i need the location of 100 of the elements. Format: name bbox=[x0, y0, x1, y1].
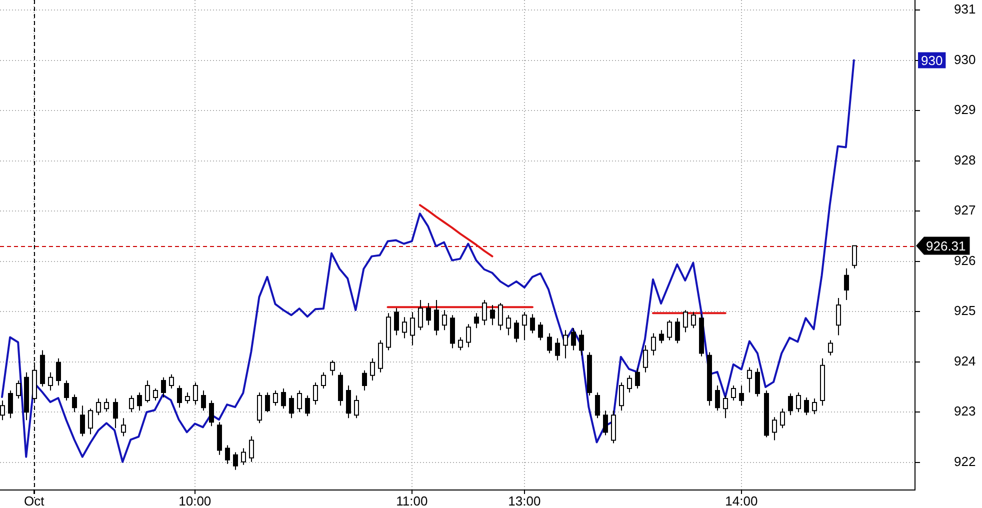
candlestick bbox=[418, 300, 423, 331]
candlestick bbox=[281, 388, 286, 410]
candlestick bbox=[530, 314, 535, 334]
candlestick bbox=[56, 358, 61, 386]
candlestick bbox=[635, 368, 640, 389]
candlestick bbox=[225, 444, 230, 464]
x-tick-label: 13:00 bbox=[508, 493, 541, 508]
candlestick bbox=[402, 316, 407, 339]
x-tick-label: 14:00 bbox=[725, 493, 758, 508]
candlestick bbox=[788, 393, 793, 416]
candlestick bbox=[514, 320, 519, 343]
candlestick bbox=[675, 318, 680, 344]
candlestick bbox=[731, 384, 736, 402]
candlestick bbox=[426, 302, 431, 326]
candlestick bbox=[506, 314, 511, 336]
candlestick bbox=[80, 405, 85, 437]
candlestick bbox=[619, 382, 624, 412]
y-tick-label: 927 bbox=[954, 202, 976, 218]
candlestick bbox=[482, 300, 487, 326]
candlestick bbox=[185, 392, 190, 404]
candlestick bbox=[434, 300, 439, 336]
candlestick bbox=[498, 302, 503, 331]
candlestick bbox=[169, 374, 174, 389]
y-tick-label: 931 bbox=[954, 2, 976, 17]
candlestick bbox=[370, 358, 375, 381]
candlestick bbox=[96, 398, 101, 416]
candlestick bbox=[321, 372, 326, 389]
candlestick bbox=[547, 332, 552, 354]
candlestick bbox=[121, 418, 126, 437]
candlestick bbox=[522, 312, 527, 341]
candlestick bbox=[297, 390, 302, 413]
candlestick bbox=[555, 338, 560, 361]
candlestick bbox=[739, 384, 744, 406]
candlestick bbox=[201, 390, 206, 412]
candlestick bbox=[571, 328, 576, 351]
y-tick-label: 929 bbox=[954, 102, 976, 118]
candlestick bbox=[273, 390, 278, 406]
candlestick bbox=[844, 268, 849, 301]
candlestick bbox=[747, 366, 752, 394]
candlestick bbox=[579, 330, 584, 356]
candlestick bbox=[627, 374, 632, 394]
candlestick bbox=[289, 395, 294, 419]
candlestick bbox=[362, 370, 367, 391]
text: 930 bbox=[921, 52, 943, 68]
candlestick bbox=[305, 395, 310, 417]
candlestick bbox=[772, 416, 777, 441]
candlestick bbox=[723, 395, 728, 419]
candlestick bbox=[643, 344, 648, 373]
y-tick-label: 926 bbox=[954, 252, 976, 268]
candlestick bbox=[137, 392, 142, 412]
x-tick-label: 10:00 bbox=[178, 493, 212, 508]
candlestick bbox=[16, 380, 21, 400]
candlestick bbox=[410, 312, 415, 346]
candlestick bbox=[659, 330, 664, 344]
y-tick-label: 923 bbox=[954, 404, 976, 419]
candlestick bbox=[796, 392, 801, 413]
candlestick bbox=[233, 452, 238, 470]
candlestick bbox=[64, 380, 69, 402]
candlestick bbox=[145, 380, 150, 404]
candlestick bbox=[394, 308, 399, 336]
candlestick bbox=[48, 372, 53, 391]
x-tick-label: 11:00 bbox=[396, 493, 428, 508]
candlestick bbox=[104, 398, 109, 412]
candlestick bbox=[8, 390, 13, 419]
candlestick bbox=[129, 395, 134, 413]
y-tick-label: 928 bbox=[954, 152, 976, 168]
candlestick bbox=[209, 400, 214, 427]
candlestick bbox=[780, 408, 785, 429]
candlestick bbox=[249, 436, 254, 462]
candlestick bbox=[177, 384, 182, 408]
candlestick bbox=[442, 310, 447, 331]
candlestick bbox=[313, 382, 318, 406]
candlestick bbox=[161, 376, 166, 398]
candlestick bbox=[0, 400, 5, 421]
candlestick bbox=[330, 360, 335, 376]
y-tick-label: 922 bbox=[954, 454, 976, 469]
candlestick bbox=[466, 324, 471, 348]
candlestick bbox=[265, 392, 270, 413]
candlestick bbox=[812, 398, 817, 415]
ref-line-label: 926.31 bbox=[926, 238, 966, 254]
candlestick bbox=[683, 310, 688, 333]
candlestick bbox=[88, 408, 93, 435]
y-tick-label: 925 bbox=[954, 303, 976, 318]
candlestick bbox=[490, 304, 495, 326]
candlestick bbox=[538, 322, 543, 341]
candlestick bbox=[113, 398, 118, 429]
candlestick bbox=[153, 388, 158, 402]
candlestick bbox=[852, 245, 857, 269]
candlestick bbox=[241, 448, 246, 466]
candlestick bbox=[836, 298, 841, 336]
y-tick-label: 924 bbox=[954, 353, 976, 368]
candlestick bbox=[458, 336, 463, 351]
candlestick bbox=[828, 340, 833, 356]
candlestick bbox=[595, 392, 600, 419]
candlestick bbox=[346, 384, 351, 419]
candlestick bbox=[193, 382, 198, 406]
candlestick bbox=[691, 312, 696, 329]
candlestick bbox=[755, 368, 760, 398]
candlestick bbox=[563, 330, 568, 359]
candlestick bbox=[603, 410, 608, 436]
